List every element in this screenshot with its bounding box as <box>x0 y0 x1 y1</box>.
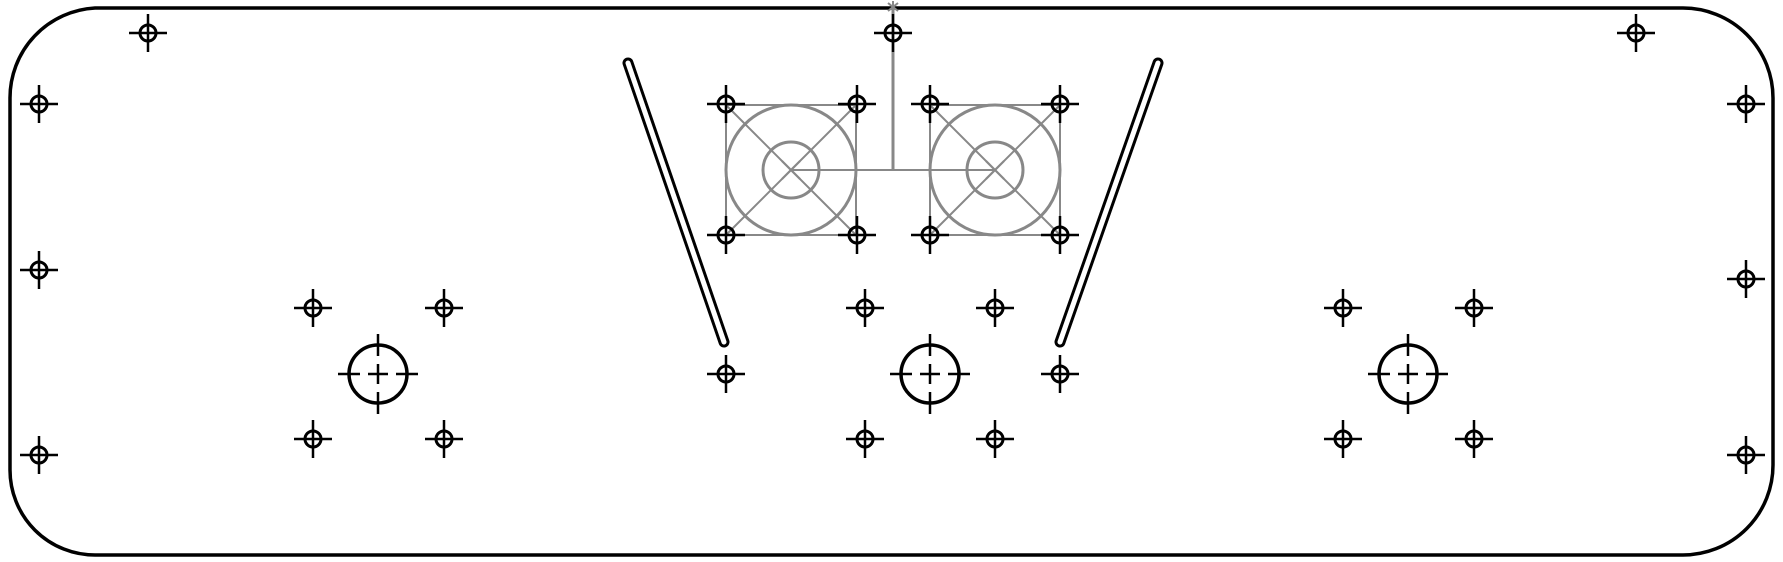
mounting-hole <box>1727 436 1765 474</box>
mounting-hole <box>294 420 332 458</box>
mounting-hole <box>294 289 332 327</box>
mounting-hole <box>1041 85 1079 123</box>
mounting-hole <box>976 289 1014 327</box>
mounting-hole <box>911 85 949 123</box>
mounting-hole <box>846 420 884 458</box>
mounting-hole <box>874 14 912 52</box>
mounting-hole <box>911 216 949 254</box>
mounting-hole <box>425 420 463 458</box>
mounting-hole <box>20 251 58 289</box>
mounting-hole <box>1455 289 1493 327</box>
mounting-hole <box>1324 420 1362 458</box>
fan-guide-group <box>724 1 1062 237</box>
mounting-hole <box>838 85 876 123</box>
mounting-holes <box>20 14 1765 474</box>
mounting-hole <box>707 355 745 393</box>
mounting-hole <box>1455 420 1493 458</box>
mounting-hole <box>707 85 745 123</box>
mounting-hole <box>20 85 58 123</box>
mounting-hole <box>1617 14 1655 52</box>
vent-slot-left <box>622 57 730 348</box>
mounting-hole <box>1727 260 1765 298</box>
panel-outline <box>8 6 1775 557</box>
large-hole <box>338 334 418 414</box>
mounting-hole <box>707 216 745 254</box>
large-hole <box>890 334 970 414</box>
mounting-hole <box>20 436 58 474</box>
mounting-hole <box>1041 355 1079 393</box>
large-hole <box>1368 334 1448 414</box>
mounting-hole <box>129 14 167 52</box>
mounting-hole <box>846 289 884 327</box>
mounting-hole <box>1727 85 1765 123</box>
asterisk-marker <box>887 1 899 13</box>
mounting-hole <box>976 420 1014 458</box>
mounting-hole <box>838 216 876 254</box>
vent-slot-right <box>1054 57 1164 348</box>
mounting-hole <box>1041 216 1079 254</box>
mounting-hole <box>1324 289 1362 327</box>
mounting-hole <box>425 289 463 327</box>
large-holes <box>338 334 1448 414</box>
